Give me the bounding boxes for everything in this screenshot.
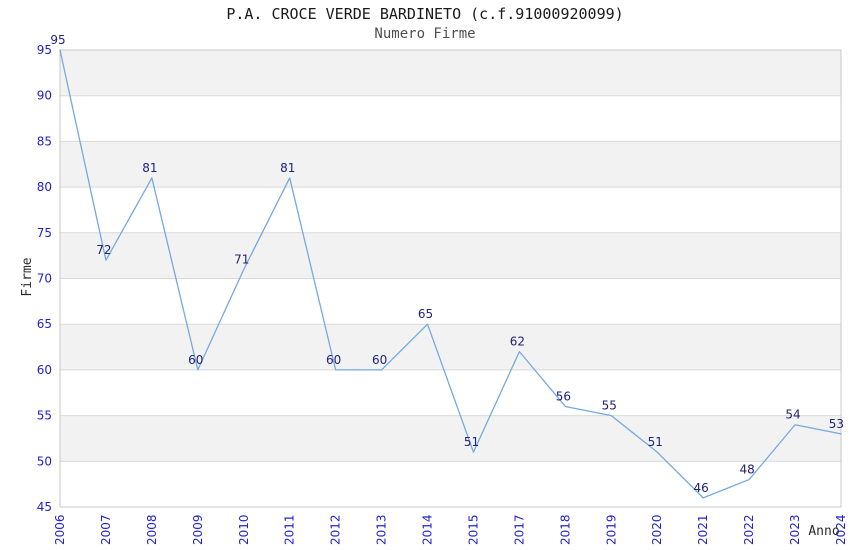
- x-tick-label: 2013: [375, 514, 389, 545]
- y-tick-label: 75: [37, 226, 52, 240]
- data-point-label: 54: [785, 408, 800, 422]
- plot-area: 45 50 55 60 65 70 75 80 85 90 95 2006 2007 2008 2009 20…: [37, 33, 848, 545]
- grid-band: [60, 324, 841, 370]
- data-point-label: 48: [739, 463, 754, 477]
- y-tick-label: 95: [37, 43, 52, 57]
- data-point-label: 81: [280, 161, 295, 175]
- x-tick-label: 2007: [99, 514, 113, 545]
- data-point-label: 72: [96, 243, 111, 257]
- y-tick-label: 60: [37, 363, 52, 377]
- data-point-label: 55: [602, 399, 617, 413]
- chart-title: P.A. CROCE VERDE BARDINETO (c.f.91000920…: [226, 5, 623, 23]
- y-tick-label: 50: [37, 454, 52, 468]
- x-tick-label: 2022: [742, 514, 756, 545]
- data-point-label: 81: [142, 161, 157, 175]
- x-tick-label: 2009: [191, 514, 205, 545]
- y-tick-label: 65: [37, 317, 52, 331]
- series-line: [59, 49, 842, 499]
- data-point-label: 46: [694, 481, 709, 495]
- plot-border: [59, 49, 842, 508]
- y-tick-label: 70: [37, 272, 52, 286]
- data-point-label: 60: [188, 353, 203, 367]
- data-point-label: 51: [464, 435, 479, 449]
- chart-subtitle: Numero Firme: [374, 26, 475, 42]
- data-point-label: 95: [50, 33, 65, 47]
- x-tick-label: 2012: [329, 514, 343, 545]
- data-point-label: 65: [418, 307, 433, 321]
- x-tick-label: 2015: [466, 514, 480, 545]
- y-tick-label: 55: [37, 409, 52, 423]
- x-tick-label: 2014: [421, 514, 435, 545]
- y-tick-label: 80: [37, 180, 52, 194]
- x-tick-label: 2023: [788, 514, 802, 545]
- grid-band: [60, 50, 841, 96]
- x-tick-label: 2006: [53, 514, 67, 545]
- y-tick-label: 85: [37, 134, 52, 148]
- x-tick-label: 2019: [604, 514, 618, 545]
- data-point-label: 60: [326, 353, 341, 367]
- x-tick-label: 2017: [512, 514, 526, 545]
- x-axis-title: Anno: [808, 524, 839, 539]
- grid-band: [60, 232, 841, 279]
- data-point-label: 56: [556, 389, 571, 403]
- data-point-label: 51: [648, 435, 663, 449]
- data-point-label: 60: [372, 353, 387, 367]
- data-point-label: 71: [234, 252, 249, 266]
- x-tick-label: 2011: [283, 514, 297, 545]
- grid-band: [60, 415, 841, 462]
- grid-band: [60, 141, 841, 188]
- x-tick-label: 2010: [237, 514, 251, 545]
- x-tick-label: 2020: [650, 514, 664, 545]
- y-tick-label: 90: [37, 89, 52, 103]
- x-tick-label: 2018: [558, 514, 572, 545]
- data-point-label: 62: [510, 335, 525, 349]
- data-point-label: 53: [829, 417, 844, 431]
- y-axis-title: Firme: [20, 257, 35, 296]
- x-tick-label: 2021: [696, 514, 710, 545]
- y-tick-label: 45: [37, 500, 52, 514]
- x-tick-label: 2008: [145, 514, 159, 545]
- x-tick-label: 2024: [834, 514, 848, 545]
